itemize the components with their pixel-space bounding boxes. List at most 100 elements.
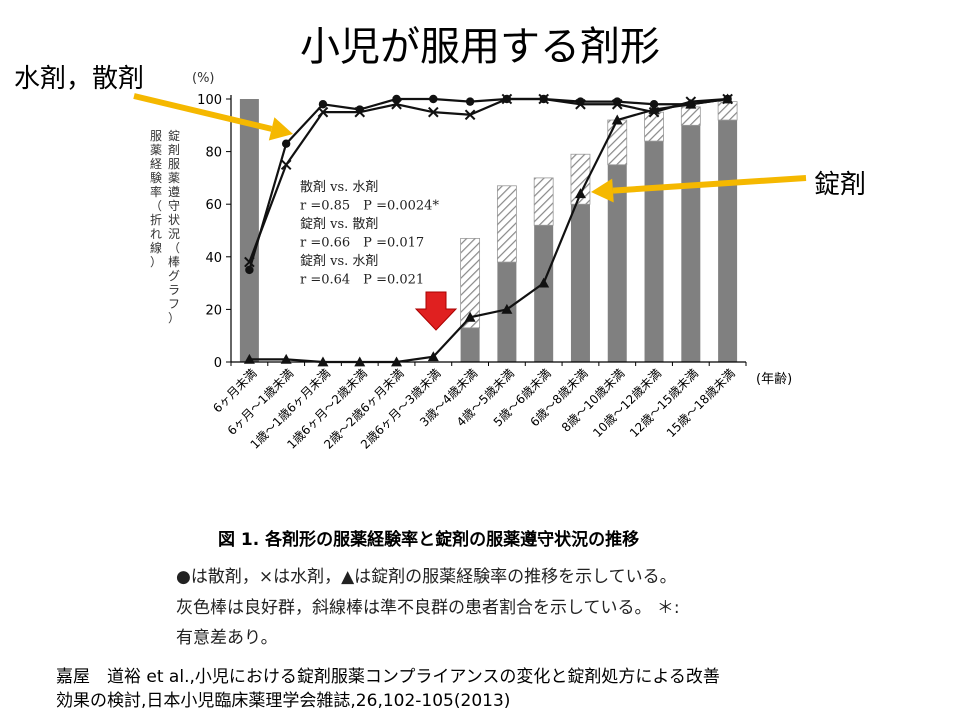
liquid-powder-arrow-shaft — [133, 93, 273, 132]
liquid-powder-label: 水剤，散剤 — [14, 64, 145, 94]
point-cross — [464, 109, 476, 121]
point-cross — [391, 98, 402, 110]
x-tick-label: 15歳〜18歳未満 — [664, 366, 738, 440]
bar-fair-hatched — [607, 119, 628, 166]
point-cross-stroke — [464, 109, 476, 121]
stats-text-line: 散剤 vs. 水剤 — [300, 179, 378, 195]
stats-text-line: 錠剤 vs. 散剤 — [300, 216, 378, 232]
figure-description-line: 灰色棒は良好群，斜線棒は準不良群の患者割合を示している。 ＊: — [176, 598, 680, 618]
y-axis-label-char: 守 — [168, 199, 180, 213]
y-axis-label-char: ラ — [168, 283, 180, 297]
bar-fair-hatched — [717, 101, 738, 121]
y-axis-label-char: 状 — [168, 213, 180, 227]
y-axis-label-char: 遵 — [168, 184, 180, 199]
figure-caption: 図 1. 各剤形の服薬経験率と錠剤の服薬遵守状況の推移 — [218, 530, 640, 550]
point-cross-stroke — [428, 106, 439, 118]
stats-text-line: r =0.85 P =0.0024* — [300, 199, 439, 214]
point-cross — [428, 106, 439, 118]
point-cross-stroke — [538, 93, 549, 105]
y-axis-label-char: 剤 — [168, 142, 180, 157]
point-triangle — [722, 93, 734, 104]
y-axis-label-char: 折 — [150, 212, 162, 227]
red-down-arrow — [414, 291, 458, 331]
stats-text-line: r =0.64 P =0.021 — [300, 273, 424, 288]
point-triangle — [280, 353, 292, 364]
point-triangle — [317, 356, 329, 367]
citation-line: 嘉屋 道裕 et al.,小児における錠剤服薬コンプライアンスの変化と錠剤処方に… — [56, 667, 720, 687]
bar-good — [460, 327, 480, 362]
y-unit-label: (%) — [192, 71, 215, 86]
bar-fair-hatched — [644, 111, 664, 142]
bar-fair-hatched — [496, 185, 517, 263]
y-tick-label: 80 — [205, 146, 222, 161]
bar-good — [681, 125, 701, 362]
bar-good — [534, 225, 554, 362]
red-down-arrow-shape — [414, 291, 458, 331]
point-cross-stroke — [280, 159, 292, 171]
x-tick-label: 6ヶ月〜1歳未満 — [225, 366, 297, 438]
y-tick-label: 40 — [205, 251, 222, 266]
y-axis-label-char: 棒 — [168, 255, 180, 269]
liquid-powder-arrow — [133, 93, 293, 141]
point-triangle — [611, 114, 623, 125]
y-axis-label-char: 況 — [168, 226, 180, 241]
point-cross-stroke — [244, 256, 255, 268]
point-triangle — [427, 351, 439, 362]
point-cross — [575, 98, 586, 110]
y-axis-label-char: フ — [168, 297, 180, 311]
point-cross — [280, 159, 292, 171]
y-tick-label: 0 — [214, 356, 222, 371]
y-axis-label-char: （ — [150, 199, 162, 213]
citation-line: 効果の検討,日本小児臨床薬理学会雑誌,26,102-105(2013) — [56, 691, 511, 711]
bar-fair-hatched — [533, 177, 554, 226]
x-unit-label: (年齢) — [756, 372, 792, 387]
stats-text-line: 錠剤 vs. 水剤 — [300, 253, 378, 269]
point-cross — [354, 106, 366, 118]
y-tick-label: 20 — [205, 303, 222, 318]
point-triangle — [464, 311, 476, 322]
y-axis-label-char: （ — [168, 241, 180, 255]
point-circle — [281, 139, 291, 148]
y-tick-label: 100 — [197, 93, 222, 108]
point-triangle — [391, 356, 403, 367]
point-triangle — [538, 277, 550, 288]
bar-good — [607, 164, 627, 362]
tablet-arrow-shaft — [612, 175, 807, 194]
point-cross — [501, 93, 513, 105]
bar-fair-hatched — [570, 153, 591, 205]
point-cross — [244, 256, 255, 268]
point-cross-stroke — [575, 98, 586, 110]
y-axis-label-char: 薬 — [168, 171, 180, 185]
point-cross — [317, 106, 329, 118]
y-tick-label: 60 — [205, 198, 222, 213]
y-axis-label-char: ） — [150, 255, 162, 269]
y-axis-label-char: 験 — [150, 170, 162, 185]
y-axis-label-char: ） — [168, 311, 180, 325]
y-axis-label-char: 薬 — [150, 143, 162, 157]
slide-title: 小児が服用する剤形 — [300, 24, 660, 70]
point-cross-stroke — [391, 98, 402, 110]
point-triangle — [243, 353, 255, 364]
liquid-powder-arrow-head — [268, 117, 293, 141]
bar-good — [718, 120, 738, 362]
point-cross-stroke — [317, 106, 329, 118]
bar-good — [570, 204, 590, 362]
stats-text-line: r =0.66 P =0.017 — [300, 236, 424, 251]
y-axis-label-char: 経 — [150, 157, 162, 171]
point-circle — [245, 265, 254, 275]
point-circle — [465, 97, 475, 106]
bar-fair-hatched — [680, 106, 701, 126]
figure-description-line: ●は散剤，×は水剤，▲は錠剤の服薬経験率の推移を示している。 — [176, 567, 677, 587]
bar-good — [644, 141, 664, 362]
chart: 020406080100(%)6ヶ月未満6ヶ月〜1歳未満1歳〜1歳6ヶ月未満1歳… — [133, 71, 807, 452]
point-triangle — [685, 98, 697, 109]
point-cross-stroke — [611, 98, 623, 110]
point-triangle — [501, 303, 513, 314]
y-axis-label-char: 率 — [150, 184, 162, 199]
point-cross-stroke — [354, 106, 366, 118]
y-axis-label-char: 錠 — [168, 128, 180, 143]
tablet-label: 錠剤 — [814, 170, 867, 200]
point-triangle — [648, 104, 660, 114]
point-cross-stroke — [501, 93, 513, 105]
series-line-circle — [248, 97, 728, 271]
